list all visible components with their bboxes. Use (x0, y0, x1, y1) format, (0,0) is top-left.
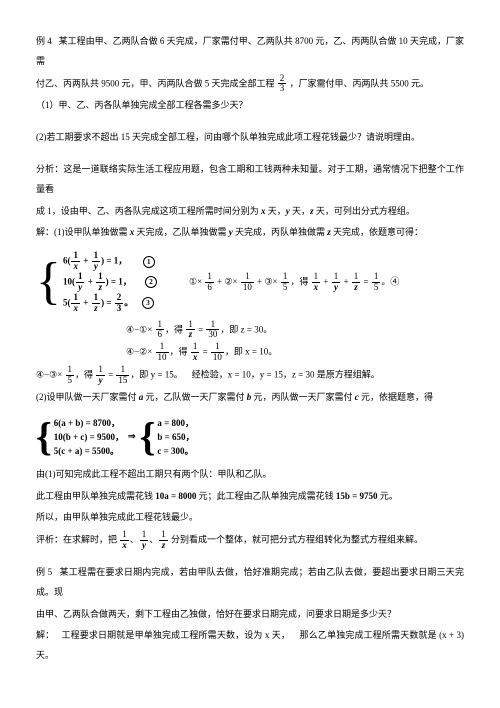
arrow-icon: ⇒ (128, 427, 136, 447)
side-derivation: ①× 16 + ②× 110 + ③× 15，得 1x + 1y + 1z = … (189, 272, 399, 293)
ex4-q2: (2)若工期要求不超出 15 天完成全部工程，问由哪个队单独完成此项工程花钱最少… (36, 128, 464, 148)
ex4-title: 例 4 (36, 36, 52, 46)
comment: 评析：在求解时，把 1x、1y、1z 分别看成一个整体，就可把分式方程组转化为整… (36, 530, 464, 551)
result-3: 所以，由甲队单独完成此工程花钱最少。 (36, 508, 464, 528)
frac-2-3: 23 (278, 74, 287, 95)
result-1: 由(1)可知完成此工程不超出工期只有两个队：甲队和乙队。 (36, 465, 464, 485)
deriv-3: ④−③× 15，得 1y = 115，即 y = 15。 经检验，x = 10，… (36, 365, 464, 386)
ex5-line1: 例 5 某工程需在要求日期内完成，若由甲队去做，恰好准期完成；若由乙队去做，要超… (36, 563, 464, 603)
deriv-2: ④−②× 110，得 1x = 110，即 x = 10。 (126, 342, 464, 363)
deriv-1: ④−①× 16，得 1z = 130，即 z = 30。 (126, 320, 464, 341)
ex5-solution: 解： 工程要求日期就是甲单独完成工程所需天数，设为 x 天， 那么乙单独完成工程… (36, 626, 464, 666)
result-2: 此工程由甲队单独完成需花钱 10a = 8000 元；此工程由乙队单独完成需花钱… (36, 487, 464, 507)
ex4-line1: 例 4 某工程由甲、乙两队合做 6 天完成，厂家需付甲、乙两队共 8700 元，… (36, 32, 464, 72)
equation-system-1: { 6(1x + 1y) = 1， 1 10(1y + 1z) = 1， 2 5… (36, 245, 464, 319)
ex4-q1: （1）甲、乙、丙各队单独完成全部工程各需多少天？ (36, 96, 464, 116)
ex4-analysis2: 成 1，设由甲、乙、丙各队完成这项工程所需时间分别为 x 天，y 天，z 天，可… (36, 202, 464, 222)
ex5-line2: 由甲、乙两队合做两天，剩下工程由乙独做，恰好在要求日期完成，问要求日期是多少天？ (36, 605, 464, 625)
ex5-title: 例 5 (36, 567, 52, 577)
part2-setup: (2)设甲队做一天厂家需付 a 元，乙队做一天厂家需付 b 元，丙队做一天厂家需… (36, 388, 464, 408)
ex4-line2: 付乙、丙两队共 9500 元，甲、丙两队合做 5 天完成全部工程 23 ，厂家需… (36, 74, 464, 95)
equation-system-2: { 6(a + b) = 8700， 10(b + c) = 9500， 5(c… (36, 410, 464, 465)
ex4-solution1: 解：(1)设甲队单独做需 x 天完成，乙队单独做需 y 天完成，丙队单独做需 z… (36, 223, 464, 243)
ex4-analysis1: 分析：这是一道联络实际生活工程应用题，包含工期和工钱两种未知量。对于工期，通常情… (36, 160, 464, 200)
